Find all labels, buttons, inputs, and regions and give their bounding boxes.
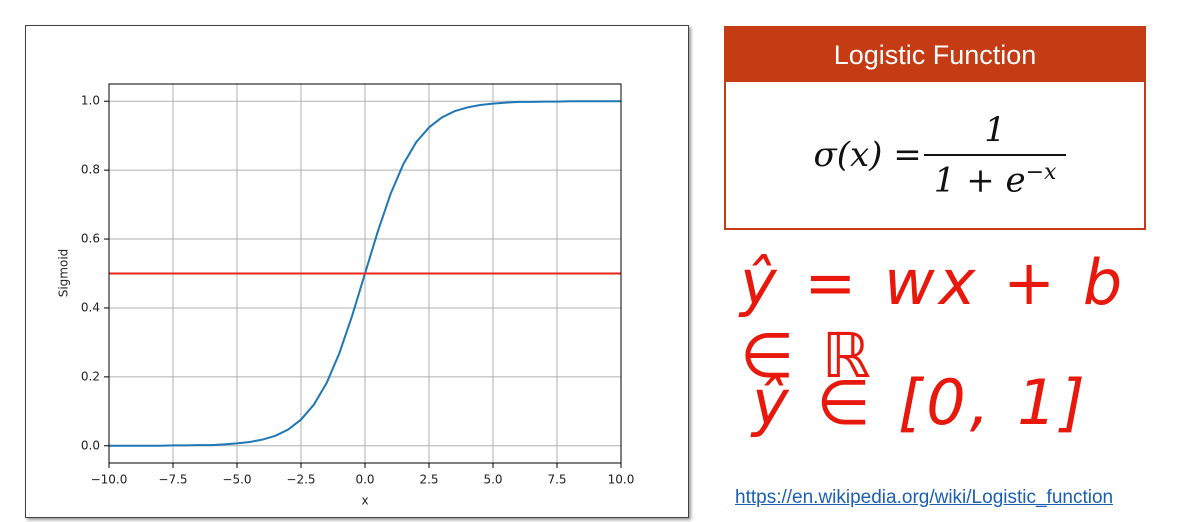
denominator: 1 + e−x	[934, 156, 1057, 200]
formula-box: Logistic Function σ(x) = 1 1 + e−x	[724, 26, 1146, 230]
y-tick-label: 0.0	[81, 438, 100, 452]
chart: x Sigmoid −10.0 −7.5 −5.0 −2.5 0.0 2.5 5.0 7.5 1…	[57, 83, 635, 508]
x-tick-label: −10.0	[91, 473, 128, 487]
x-tick-label: 7.5	[547, 473, 566, 487]
box-title: Logistic Function	[726, 28, 1144, 82]
y-tick-label: 0.6	[81, 232, 100, 246]
formula: σ(x) = 1 1 + e−x	[726, 82, 1144, 228]
y-tick-label: 0.8	[81, 163, 100, 177]
x-axis-label: x	[361, 494, 368, 508]
x-tick-label: 0.0	[355, 473, 374, 487]
y-tick-label: 0.2	[81, 369, 100, 383]
plot-border	[108, 83, 622, 464]
numerator: 1	[923, 110, 1067, 156]
x-tick-label: −5.0	[222, 473, 251, 487]
handwriting-line: ŷ = wx + b ∈ ℝ	[740, 246, 1127, 392]
y-axis-label: Sigmoid	[57, 249, 71, 298]
chart-frame	[25, 25, 689, 518]
x-tick-label: −2.5	[286, 473, 315, 487]
fraction: 1 1 + e−x	[923, 110, 1067, 200]
handwriting-line: ŷ ∈ [0, 1]	[752, 366, 1089, 439]
x-tick-label: 10.0	[608, 473, 635, 487]
denominator-base: 1 + e	[933, 160, 1026, 201]
x-tick-label: 5.0	[483, 473, 502, 487]
exponent: −x	[1025, 159, 1057, 185]
x-tick-label: −7.5	[158, 473, 187, 487]
link[interactable]: https://en.wikipedia.org/wiki/Logistic_f…	[735, 487, 1114, 508]
y-tick-label: 1.0	[81, 94, 100, 108]
x-tick-label: 2.5	[419, 473, 438, 487]
y-tick-label: 0.4	[81, 300, 100, 314]
formula-lhs: σ(x) =	[813, 135, 922, 175]
